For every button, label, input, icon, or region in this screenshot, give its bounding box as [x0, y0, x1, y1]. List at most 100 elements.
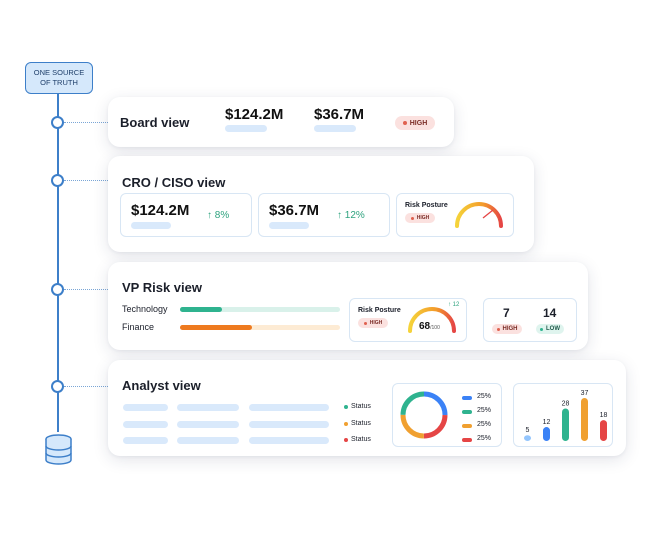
source-label-line1: ONE SOURCE — [33, 68, 85, 77]
arrow-up-icon: ↑ — [207, 210, 212, 221]
cro-metric-2-change: ↑ 12% — [337, 210, 365, 221]
vp-count-high-value: 7 — [503, 306, 510, 320]
source-of-truth-badge: ONE SOURCE OF TRUTH — [25, 62, 93, 94]
vp-bar-fill-technology — [180, 307, 222, 312]
vp-risk-badge-label: HIGH — [369, 320, 383, 326]
connector-board — [64, 122, 108, 123]
vp-risk-score: 68/100 — [419, 321, 440, 332]
timeline-node-analyst — [51, 380, 64, 393]
vp-risk-score-value: 68 — [419, 321, 431, 332]
vp-risk-label: Risk Posture — [358, 307, 401, 314]
board-value-1: $124.2M — [225, 106, 284, 123]
bar-value-label-3: 28 — [562, 400, 570, 407]
arrow-up-icon: ↑ — [448, 302, 451, 308]
vp-view-title: VP Risk view — [122, 280, 202, 295]
cro-risk-posture-card: Risk Posture HIGH — [396, 193, 514, 237]
bar-value-label-5: 18 — [600, 412, 608, 419]
table-row-placeholder — [249, 437, 329, 444]
donut-legend-swatch-4 — [462, 438, 472, 442]
cro-metric-1-change: ↑ 8% — [207, 210, 229, 221]
bar-chart: 5 12 28 37 18 — [524, 390, 608, 441]
badge-dot-icon — [363, 321, 367, 325]
donut-legend-swatch-3 — [462, 424, 472, 428]
vp-risk-view-card: VP Risk view Technology Finance Risk Pos… — [108, 262, 588, 350]
board-view-card: Board view $124.2M $36.7M HIGH — [108, 97, 454, 147]
database-icon — [45, 434, 72, 465]
vp-bar-track-finance — [180, 325, 340, 330]
vp-counts-card: 7 HIGH 14 LOW — [483, 298, 577, 342]
cro-metric-2-value: $36.7M — [269, 202, 320, 219]
cro-metric-card-2: $36.7M ↑ 12% — [258, 193, 390, 237]
source-label-line2: OF TRUTH — [40, 78, 78, 87]
cro-metric-1-value: $124.2M — [131, 202, 190, 219]
cro-metric-1-placeholder — [131, 222, 171, 229]
table-row-placeholder — [249, 421, 329, 428]
cro-metric-2-placeholder — [269, 222, 309, 229]
donut-legend-label-2: 25% — [477, 407, 492, 414]
donut-legend-swatch-2 — [462, 410, 472, 414]
bar-3 — [562, 408, 569, 441]
vp-count-high-badge-label: HIGH — [502, 326, 518, 332]
board-value-2: $36.7M — [314, 106, 365, 123]
vp-bar-track-technology — [180, 307, 340, 312]
cro-metric-1-change-value: 8% — [214, 210, 230, 221]
cro-metric-card-1: $124.2M ↑ 8% — [120, 193, 252, 237]
table-row-placeholder — [177, 421, 239, 428]
vp-count-high-badge: HIGH — [492, 324, 522, 334]
cro-view-title: CRO / CISO view — [122, 175, 226, 190]
arrow-up-icon: ↑ — [337, 210, 342, 221]
vp-count-low-badge: LOW — [536, 324, 564, 334]
vp-bar-label-finance: Finance — [122, 322, 155, 332]
badge-dot-icon — [402, 121, 407, 125]
status-label-2: Status — [351, 420, 371, 427]
cro-metric-2-change-value: 12% — [344, 210, 365, 221]
vp-risk-gauge — [408, 307, 456, 333]
board-value-1-placeholder — [225, 125, 267, 132]
board-view-title: Board view — [120, 115, 190, 130]
connector-cro — [64, 180, 108, 181]
vp-risk-posture-card: Risk Posture HIGH 68/100 ↑ 12 — [349, 298, 467, 342]
board-badge-label: HIGH — [409, 119, 428, 127]
bar-5 — [600, 420, 607, 441]
donut-legend-label-1: 25% — [477, 393, 492, 400]
bar-4 — [581, 398, 588, 441]
cro-risk-badge-label: HIGH — [416, 215, 430, 221]
bar-2 — [543, 427, 550, 441]
analyst-view-card: Analyst view Status Status Status 25% 25… — [108, 360, 626, 456]
vp-count-low-badge-label: LOW — [546, 326, 560, 332]
table-row-placeholder — [177, 437, 239, 444]
bar-value-label-4: 37 — [581, 390, 589, 397]
donut-legend-swatch-1 — [462, 396, 472, 400]
cro-view-card: CRO / CISO view $124.2M ↑ 8% $36.7M ↑ 12… — [108, 156, 534, 252]
donut-legend-label-4: 25% — [477, 435, 492, 442]
table-row-placeholder — [249, 404, 329, 411]
table-row-placeholder — [123, 421, 168, 428]
status-dot-icon — [344, 404, 348, 409]
status-item-1: Status — [344, 403, 371, 410]
vp-count-low-value: 14 — [543, 306, 557, 320]
timeline-node-cro — [51, 174, 64, 187]
timeline-node-board — [51, 116, 64, 129]
vp-bar-fill-finance — [180, 325, 252, 330]
status-label-1: Status — [351, 403, 371, 410]
status-dot-icon — [344, 437, 348, 442]
bar-1 — [524, 435, 531, 441]
timeline-line — [57, 92, 59, 432]
bar-value-label-1: 5 — [526, 427, 530, 434]
status-dot-icon — [344, 421, 348, 426]
cro-risk-gauge — [455, 202, 503, 228]
badge-dot-icon — [410, 216, 414, 220]
status-item-2: Status — [344, 420, 371, 427]
status-item-3: Status — [344, 436, 371, 443]
vp-risk-score-max: /100 — [430, 325, 440, 331]
donut-legend-label-3: 25% — [477, 421, 492, 428]
donut-chart — [400, 391, 448, 439]
board-value-2-placeholder — [314, 125, 356, 132]
badge-dot-icon — [540, 327, 543, 331]
connector-vp — [64, 289, 108, 290]
table-row-placeholder — [123, 404, 168, 411]
board-risk-badge: HIGH — [395, 116, 435, 130]
bar-chart-card: 5 12 28 37 18 — [513, 383, 613, 447]
table-row-placeholder — [177, 404, 239, 411]
cro-risk-label: Risk Posture — [405, 202, 448, 209]
